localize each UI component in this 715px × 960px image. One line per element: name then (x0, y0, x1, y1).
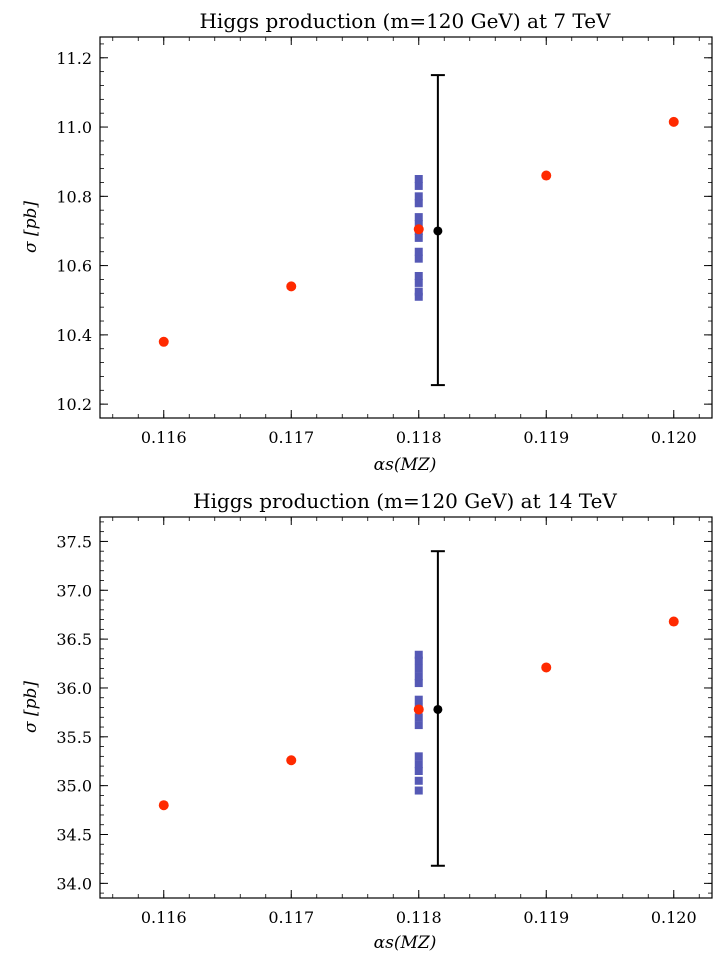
y-tick-label: 36.5 (56, 630, 92, 649)
scatter-point-square (414, 199, 423, 208)
data-marks (158, 74, 679, 387)
scatter-point-square (414, 254, 423, 263)
y-tick-label: 10.2 (56, 395, 92, 414)
x-tick-label: 0.116 (141, 908, 187, 927)
scatter-point-circle (541, 170, 552, 181)
scatter-point-circle (413, 704, 424, 715)
scatter-point-square (414, 650, 423, 659)
y-tick-labels: 10.2 10.4 10.6 10.8 11.0 11.2 (56, 49, 92, 414)
y-tick-label: 10.8 (56, 187, 92, 206)
scatter-point-square (414, 786, 423, 795)
y-tick-label: 11.2 (56, 49, 92, 68)
central-value-point (433, 704, 443, 714)
scatter-point-square (414, 656, 423, 665)
chart-panel-7tev: Higgs production (m=120 GeV) at 7 TeV 10… (21, 9, 713, 475)
y-tick-label: 37.5 (56, 532, 92, 551)
scatter-point-circle (668, 616, 679, 627)
chart-title: Higgs production (m=120 GeV) at 14 TeV (193, 489, 617, 513)
y-axis-label: σ [pb] (21, 681, 41, 733)
scatter-point-circle (413, 224, 424, 235)
y-tick-label: 10.4 (56, 326, 92, 345)
scatter-point-circle (158, 336, 169, 347)
scatter-point-square (414, 776, 423, 785)
x-tick-label: 0.120 (651, 428, 697, 447)
scatter-point-square (414, 213, 423, 222)
y-tick-label: 37.0 (56, 581, 92, 600)
x-tick-labels: 0.116 0.117 0.118 0.119 0.120 (141, 908, 697, 927)
y-tick-labels: 34.0 34.5 35.0 35.5 36.0 36.5 37.0 37.5 (56, 532, 92, 893)
scatter-point-square (414, 233, 423, 242)
scatter-point-square (414, 767, 423, 775)
y-axis-label: σ [pb] (21, 201, 41, 253)
scatter-point-square (414, 192, 423, 201)
scatter-point-square (414, 672, 423, 681)
scatter-point-circle (158, 800, 169, 811)
axis-ticks (100, 517, 712, 898)
scatter-point-circle (286, 755, 297, 766)
scatter-point-square (414, 664, 423, 673)
x-tick-label: 0.120 (651, 908, 697, 927)
plot-frame (99, 516, 713, 899)
scatter-point-circle (286, 281, 297, 292)
x-tick-labels: 0.116 0.117 0.118 0.119 0.120 (141, 428, 697, 447)
scatter-point-square (414, 760, 423, 769)
x-tick-label: 0.117 (268, 428, 314, 447)
scatter-point-square (414, 175, 423, 184)
x-axis-label: αs(MZ) (374, 455, 437, 475)
scatter-point-square (414, 713, 423, 722)
scatter-point-square (414, 220, 423, 229)
y-tick-label: 35.0 (56, 777, 92, 796)
y-tick-label: 34.0 (56, 874, 92, 893)
scatter-point-square (414, 278, 423, 287)
central-value-point (433, 226, 443, 236)
x-tick-label: 0.119 (523, 908, 569, 927)
scatter-point-square (414, 181, 423, 190)
scatter-point-square (414, 271, 423, 280)
y-tick-label: 11.0 (56, 118, 92, 137)
plot-frame (99, 36, 713, 419)
scatter-point-square (414, 721, 423, 730)
scatter-point-square (414, 752, 423, 761)
x-tick-label: 0.117 (268, 908, 314, 927)
scatter-point-circle (541, 662, 552, 673)
y-tick-label: 35.5 (56, 728, 92, 747)
scatter-point-square (414, 695, 423, 704)
scatter-point-square (414, 287, 423, 296)
scatter-point-square (414, 247, 423, 256)
x-axis-label: αs(MZ) (374, 933, 437, 953)
y-tick-label: 10.6 (56, 257, 92, 276)
x-tick-label: 0.119 (523, 428, 569, 447)
y-tick-label: 36.0 (56, 679, 92, 698)
chart-panel-14tev: Higgs production (m=120 GeV) at 14 TeV 3… (21, 489, 713, 953)
x-tick-label: 0.116 (141, 428, 187, 447)
x-tick-label: 0.118 (396, 908, 442, 927)
y-tick-label: 34.5 (56, 826, 92, 845)
scatter-point-circle (668, 116, 679, 127)
data-marks (158, 550, 679, 867)
scatter-point-square (414, 679, 423, 688)
scatter-point-square (414, 292, 423, 301)
chart-title: Higgs production (m=120 GeV) at 7 TeV (199, 9, 611, 33)
x-tick-label: 0.118 (396, 428, 442, 447)
axis-ticks (100, 37, 712, 418)
